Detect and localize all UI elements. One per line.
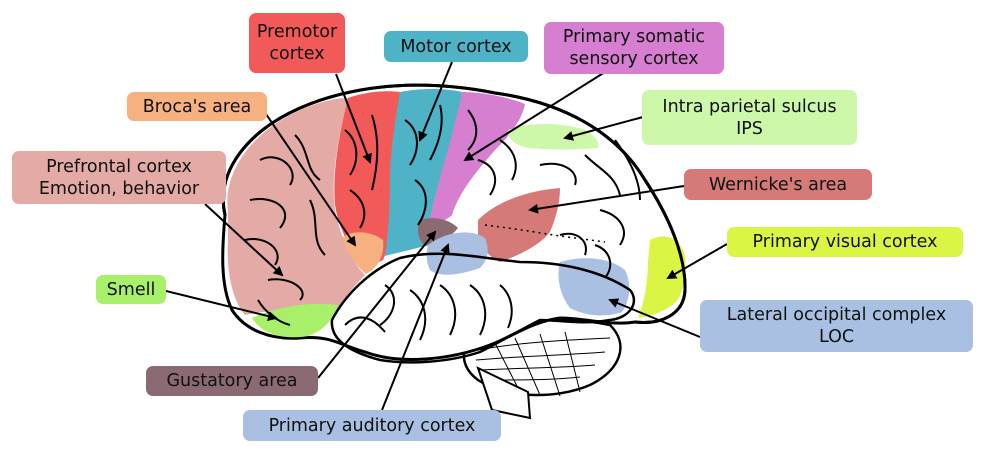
- label-smell-line-1: Smell: [106, 279, 156, 300]
- arrow-motor: [418, 61, 453, 142]
- label-wernickes-area: Wernicke's area: [684, 169, 872, 200]
- brainstem: [476, 366, 532, 420]
- gyri-lines: [244, 104, 641, 341]
- label-auditory-line-1: Primary auditory cortex: [268, 415, 476, 436]
- label-brocas-area: Broca's area: [127, 92, 267, 121]
- arrow-prefrontal: [204, 203, 284, 277]
- label-primary-visual-cortex: Primary visual cortex: [727, 227, 963, 257]
- arrow-somatic: [463, 71, 606, 162]
- label-prefrontal-line-2: Emotion, behavior: [38, 178, 200, 199]
- label-prefrontal-cortex: Prefrontal cortex Emotion, behavior: [12, 151, 226, 204]
- leader-arrows: [165, 61, 728, 411]
- label-premotor-line-1: Premotor: [256, 22, 338, 42]
- label-ips-line-1: Intra parietal sulcus: [662, 96, 837, 117]
- label-visual-line-1: Primary visual cortex: [752, 232, 938, 252]
- label-gustatory-line-1: Gustatory area: [166, 371, 298, 391]
- label-ips-line-2: IPS: [736, 118, 763, 139]
- label-primary-somatic-sensory-cortex: Primary somatic sensory cortex: [544, 22, 724, 74]
- label-broca-line-1: Broca's area: [142, 96, 252, 117]
- region-motor: [385, 89, 462, 256]
- arrow-ips: [563, 116, 644, 141]
- label-prefrontal-line-1: Prefrontal cortex: [46, 156, 192, 177]
- label-motor-cortex: Motor cortex: [384, 31, 528, 62]
- label-loc-line-1: Lateral occipital complex: [726, 305, 947, 325]
- arrow-premotor: [335, 73, 372, 164]
- label-somatic-line-1: Primary somatic: [562, 27, 706, 47]
- arrow-auditory: [381, 243, 450, 411]
- arrow-broca: [265, 113, 357, 247]
- label-premotor-cortex: Premotor cortex: [249, 13, 345, 73]
- label-lateral-occipital-complex: Lateral occipital complex LOC: [700, 300, 973, 352]
- label-gustatory-area: Gustatory area: [146, 366, 318, 396]
- label-primary-auditory-cortex: Primary auditory cortex: [243, 410, 501, 441]
- region-visual: [638, 236, 686, 318]
- arrow-smell: [165, 290, 278, 321]
- label-premotor-line-2: cortex: [269, 44, 325, 64]
- brain-outline-stroke: [221, 83, 687, 325]
- temporal-lobe-outline: [330, 252, 636, 364]
- arrow-visual: [666, 243, 728, 279]
- label-loc-line-2: LOC: [818, 327, 855, 347]
- label-smell: Smell: [96, 275, 166, 304]
- region-somatic: [430, 92, 525, 221]
- region-prefrontal: [227, 98, 365, 315]
- label-intra-parietal-sulcus: Intra parietal sulcus IPS: [642, 90, 857, 145]
- arrow-gustatory: [317, 230, 437, 379]
- label-motor-line-1: Motor cortex: [400, 36, 512, 57]
- label-wernicke-line-1: Wernicke's area: [708, 174, 848, 195]
- label-somatic-line-2: sensory cortex: [569, 49, 699, 69]
- region-wernicke: [478, 188, 560, 262]
- region-ips: [508, 124, 599, 150]
- arrow-wernicke: [528, 185, 685, 214]
- arrow-loc: [608, 298, 701, 338]
